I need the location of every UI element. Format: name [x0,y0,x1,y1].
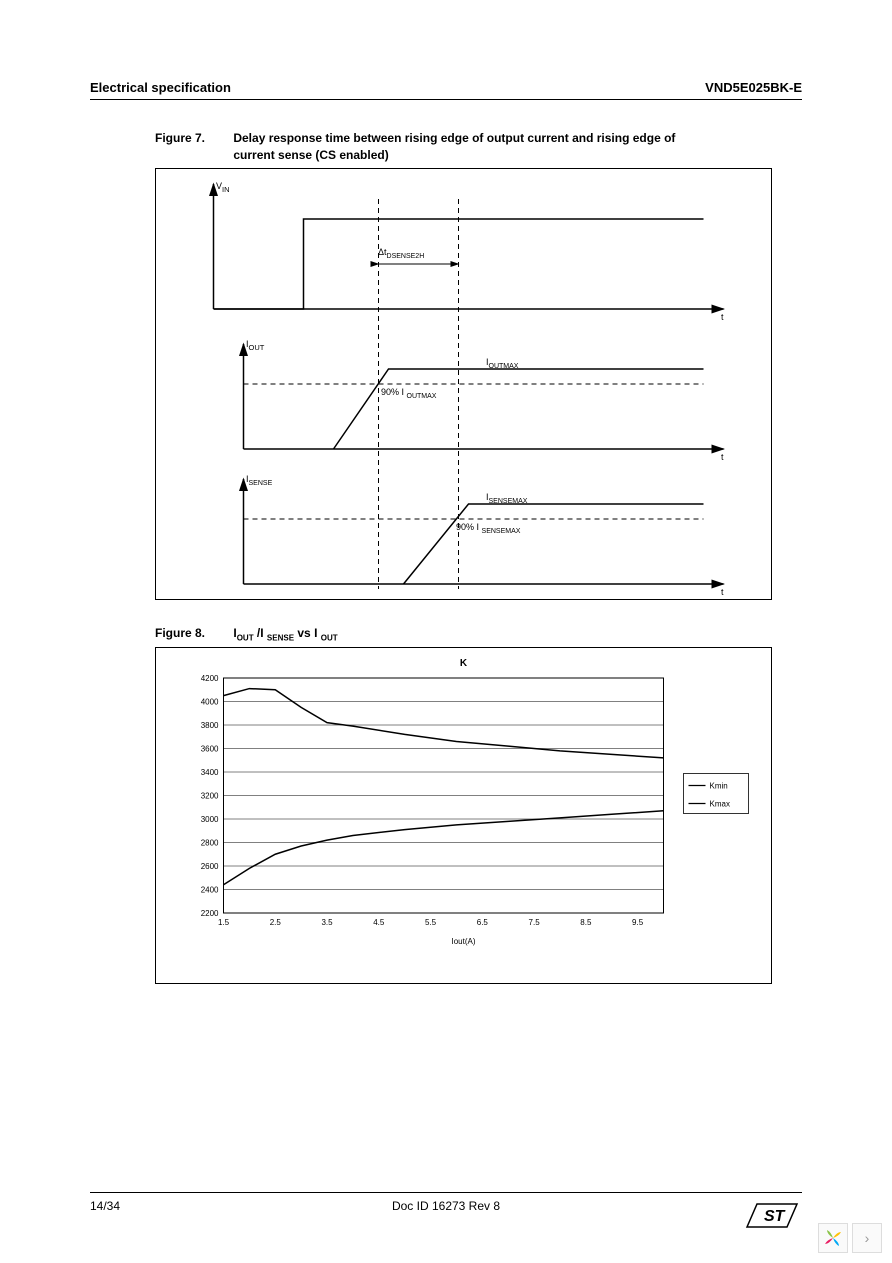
svg-text:4000: 4000 [201,698,219,707]
svg-text:7.5: 7.5 [529,918,541,927]
figure8-caption: Figure 8. IOUT /I SENSE vs I OUT [155,625,802,644]
header-part-number: VND5E025BK-E [705,80,802,95]
label-isensemax: ISENSEMAX [486,492,527,505]
figure8-chart: K 2200 2400 2600 2800 3000 3200 3400 3600 3800 40… [155,647,772,984]
header-section-title: Electrical specification [90,80,231,95]
svg-text:Kmin: Kmin [710,782,728,791]
page-header: Electrical specification VND5E025BK-E [90,80,802,100]
label-iout: IOUT [246,339,264,352]
nav-corner: › [818,1223,882,1253]
svg-text:2800: 2800 [201,839,219,848]
label-t3: t [721,587,724,597]
nav-next-icon[interactable]: › [852,1223,882,1253]
st-logo: ST [742,1199,802,1234]
svg-text:2400: 2400 [201,886,219,895]
svg-text:3600: 3600 [201,745,219,754]
svg-text:3000: 3000 [201,815,219,824]
svg-text:Kmax: Kmax [710,800,730,809]
svg-text:6.5: 6.5 [477,918,489,927]
svg-text:3.5: 3.5 [321,918,333,927]
svg-text:ST: ST [764,1208,786,1225]
label-isense: ISENSE [246,474,272,487]
svg-text:3800: 3800 [201,721,219,730]
svg-text:2600: 2600 [201,862,219,871]
label-90pct-isense: 90% I SENSEMAX [456,522,520,535]
svg-text:2200: 2200 [201,909,219,918]
svg-text:8.5: 8.5 [580,918,592,927]
figure7-caption: Figure 7. Delay response time between ri… [155,130,802,164]
figure7-number: Figure 7. [155,130,230,147]
label-vin: VIN [216,181,230,194]
nav-pinwheel-icon[interactable] [818,1223,848,1253]
svg-text:5.5: 5.5 [425,918,437,927]
svg-text:9.5: 9.5 [632,918,644,927]
figure8-title: IOUT /I SENSE vs I OUT [233,626,337,640]
label-delta: ΔtDSENSE2H [378,247,424,260]
page-footer: 14/34 Doc ID 16273 Rev 8 ST [90,1192,802,1213]
figure8-number: Figure 8. [155,625,230,642]
label-ioutmax: IOUTMAX [486,357,518,370]
svg-text:4.5: 4.5 [373,918,385,927]
footer-page-number: 14/34 [90,1199,120,1213]
figure7-diagram: VIN t ΔtDSENSE2H IOUT t IOUTMAX 90% I OU… [155,168,772,600]
figure8-svg: 2200 2400 2600 2800 3000 3200 3400 3600 3800 4000… [166,673,761,933]
figure7-title: Delay response time between rising edge … [233,130,713,164]
svg-text:3200: 3200 [201,792,219,801]
label-t2: t [721,452,724,462]
svg-text:3400: 3400 [201,768,219,777]
chart-xlabel: Iout(A) [166,937,761,946]
page: Electrical specification VND5E025BK-E Fi… [0,0,892,1263]
svg-text:4200: 4200 [201,674,219,683]
footer-docid: Doc ID 16273 Rev 8 [392,1199,500,1213]
chart-title: K [166,658,761,669]
label-t1: t [721,312,724,322]
label-90pct-iout: 90% I OUTMAX [381,387,436,400]
svg-text:1.5: 1.5 [218,918,230,927]
svg-text:2.5: 2.5 [270,918,282,927]
